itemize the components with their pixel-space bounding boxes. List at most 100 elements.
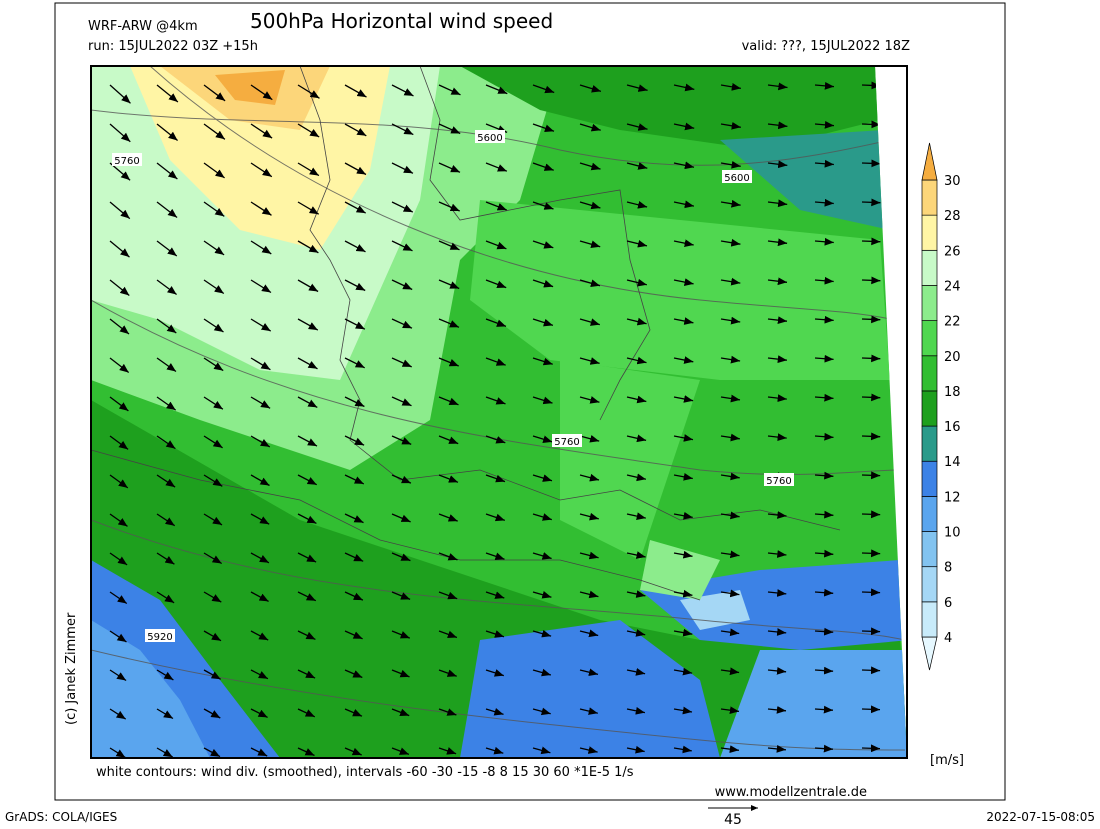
wind-arrow (579, 473, 600, 482)
wind-arrow (673, 278, 694, 286)
wind-arrow (673, 667, 693, 676)
wind-arrow (250, 591, 269, 602)
wind-arrow (391, 318, 413, 329)
colorbar-label: 8 (944, 561, 952, 576)
wind-arrow (814, 432, 834, 441)
wind-arrow (485, 162, 508, 172)
colorbar-segment (921, 214, 938, 251)
wind-arrow (579, 318, 600, 326)
wind-arrow (861, 588, 881, 597)
wind-arrow (109, 591, 128, 605)
wind-arrow (673, 706, 693, 715)
wind-arrow (250, 513, 270, 525)
wind-arrow (626, 278, 647, 287)
wind-arrow (203, 669, 222, 680)
wind-arrow (109, 396, 129, 412)
wind-arrow (532, 279, 554, 288)
wind-arrow (438, 84, 461, 96)
wind-arrow (344, 591, 364, 601)
wind-arrow (250, 357, 271, 371)
wind-arrow (391, 708, 410, 717)
wind-arrow (297, 435, 318, 447)
contour-label: 5760 (114, 156, 139, 167)
wind-arrow (814, 705, 834, 714)
wind-arrow (814, 510, 834, 519)
wind-arrow (156, 669, 174, 681)
wind-arrow (673, 550, 693, 559)
wind-arrow (109, 513, 128, 527)
wind-arrow (391, 552, 411, 562)
wind-arrow (344, 669, 363, 679)
wind-arrow (767, 394, 787, 402)
wind-arrow (861, 393, 881, 402)
wind-arrow (297, 513, 317, 524)
wind-arrow (485, 591, 505, 599)
wind-arrow (250, 552, 270, 564)
wind-arrow (579, 434, 600, 443)
wind-arrow (203, 708, 221, 719)
wind-arrow (767, 82, 788, 91)
wind-arrow (485, 201, 507, 211)
wind-arrow (767, 199, 788, 208)
wind-arrow (579, 123, 601, 132)
colorbar-segment (921, 460, 938, 497)
colorbar-label: 16 (944, 420, 961, 435)
colorbar-label: 4 (944, 631, 952, 646)
wind-arrow (673, 434, 694, 442)
wind-arrow (767, 433, 787, 441)
wind-arrow (438, 435, 459, 445)
colorbar-segment (921, 566, 938, 603)
wind-arrow (438, 318, 460, 328)
map-title: 500hPa Horizontal wind speed (250, 9, 553, 33)
wind-arrow (720, 394, 741, 403)
wind-arrow (297, 279, 319, 293)
wind-arrow (203, 630, 222, 642)
wind-arrow (579, 162, 601, 171)
wind-arrow (297, 708, 316, 718)
wind-arrow (156, 591, 175, 604)
wind-arrow (250, 162, 273, 178)
colorbar-segment (921, 179, 938, 216)
wind-arrow (297, 396, 318, 408)
colorbar-label: 14 (944, 455, 961, 470)
contour-label-box (112, 153, 142, 166)
colorbar-segment (921, 496, 938, 532)
map-border (90, 65, 908, 759)
wind-arrow (861, 120, 881, 129)
wind-arrow (626, 434, 647, 443)
wind-arrow (767, 511, 787, 519)
wind-arrow (814, 198, 834, 207)
wind-arrow (673, 83, 695, 92)
wind-arrow (532, 162, 554, 171)
colorbar-label: 28 (944, 209, 961, 224)
wind-arrow (720, 83, 742, 91)
wind-arrow (626, 395, 647, 404)
wind-arrow (485, 240, 507, 250)
contour-label-box (145, 629, 175, 642)
wind-arrow (767, 355, 787, 364)
wind-arrow (438, 669, 457, 677)
contour-label-box (764, 473, 794, 486)
wind-arrow (438, 747, 457, 755)
wind-arrow (156, 708, 174, 720)
contour-label-box (722, 170, 752, 183)
wind-arrow (344, 201, 367, 214)
colorbar-segment (921, 390, 938, 427)
wind-arrow (391, 474, 412, 484)
wind-arrow (720, 277, 741, 286)
wind-arrow (250, 474, 270, 487)
wind-arrow (532, 513, 552, 521)
wind-arrow (203, 84, 226, 102)
wind-arrow (767, 706, 787, 714)
wind-arrow (203, 747, 221, 758)
wind-arrow (626, 356, 647, 365)
wind-arrow (485, 435, 506, 444)
wind-arrow (203, 123, 226, 140)
wind-arrow (203, 357, 224, 372)
wind-arrow (673, 473, 693, 481)
wind-arrow (203, 513, 223, 526)
wind-arrow (156, 747, 174, 758)
wind-arrow (485, 357, 506, 366)
divergence-note: white contours: wind div. (smoothed), in… (96, 765, 634, 780)
wind-arrow (109, 123, 131, 143)
